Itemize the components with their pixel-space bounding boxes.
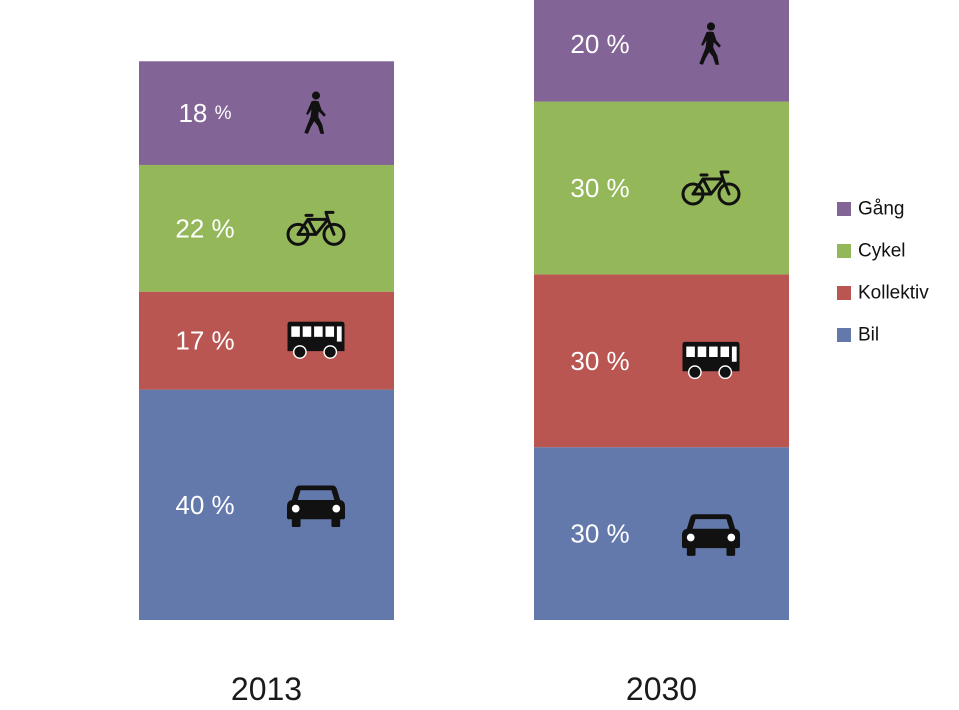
legend-label-gang: Gång bbox=[858, 199, 904, 220]
bar-2030-cykel bbox=[534, 101, 789, 275]
legend-swatch-kollektiv bbox=[837, 286, 851, 300]
data-label-2030-bil: 30 % bbox=[570, 519, 629, 549]
legend-item-gang: Gång bbox=[837, 199, 904, 220]
data-label-2013-gang: 18 % bbox=[178, 98, 231, 128]
legend-label-cykel: Cykel bbox=[858, 241, 906, 262]
data-label-2030-cykel: 30 % bbox=[570, 173, 629, 203]
legend-label-kollektiv: Kollektiv bbox=[858, 283, 929, 304]
bar-2030-bil bbox=[534, 447, 789, 620]
bar-2013-kollektiv bbox=[139, 291, 394, 390]
category-label-2030: 2030 bbox=[626, 671, 697, 707]
bar-2030-gang bbox=[534, 0, 789, 102]
bar-2013-bil bbox=[139, 389, 394, 620]
data-label-2030-gang: 20 % bbox=[570, 29, 629, 59]
data-label-2013-cykel: 22 % bbox=[175, 213, 234, 243]
bar-2030-kollektiv bbox=[534, 274, 789, 448]
legend-swatch-gang bbox=[837, 202, 851, 216]
data-label-2030-kollektiv: 30 % bbox=[570, 346, 629, 376]
data-label-2013-bil: 40 % bbox=[175, 490, 234, 520]
bar-2013-cykel bbox=[139, 164, 394, 292]
category-label-2013: 2013 bbox=[231, 671, 302, 707]
legend-item-bil: Bil bbox=[837, 325, 879, 346]
bar-2013-gang bbox=[139, 61, 394, 165]
legend-item-cykel: Cykel bbox=[837, 241, 906, 262]
data-label-2013-kollektiv: 17 % bbox=[175, 326, 234, 356]
legend-item-kollektiv: Kollektiv bbox=[837, 283, 929, 304]
legend-label-bil: Bil bbox=[858, 325, 879, 346]
legend-swatch-bil bbox=[837, 328, 851, 342]
legend-swatch-cykel bbox=[837, 244, 851, 258]
